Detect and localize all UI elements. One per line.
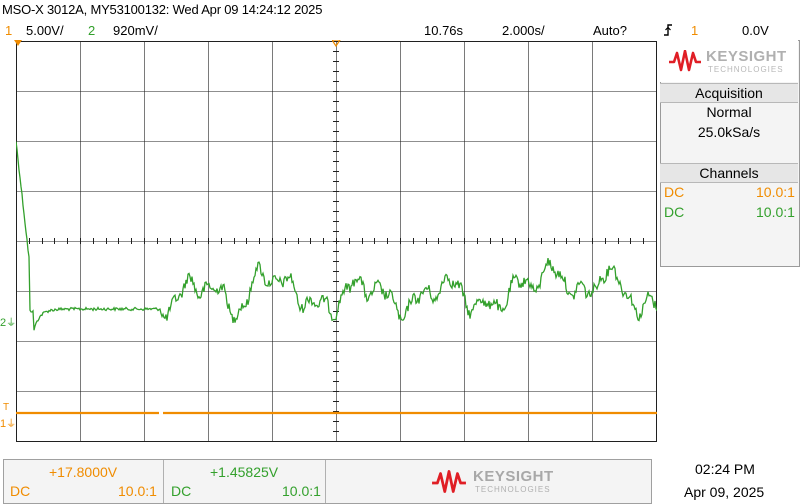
ch2-status-cell[interactable]: +1.45825V DC 10.0:1 [164, 460, 326, 503]
ch2-probe-side: 10.0:1 [756, 204, 795, 220]
keysight-wave-icon [669, 50, 701, 72]
trigger-mode[interactable]: Auto? [593, 23, 627, 38]
trigger-level-marker[interactable]: T [3, 402, 10, 413]
sample-rate: 25.0kSa/s [697, 124, 761, 140]
ch1-status-cell[interactable]: +17.8000V DC 10.0:1 [4, 460, 164, 503]
bottom-brand-sub: TECHNOLOGIES [475, 485, 551, 494]
ch2-number: 2 [88, 23, 96, 38]
acquisition-header[interactable]: Acquisition [660, 83, 798, 103]
ch1-offset: +17.8000V [49, 464, 118, 480]
channels-header[interactable]: Channels [660, 163, 798, 183]
trigger-level[interactable]: 0.0V [742, 23, 769, 38]
acquisition-mode: Normal [706, 104, 752, 120]
ch2-waveform [15, 141, 658, 331]
time-scale[interactable]: 2.000s/ [502, 23, 545, 38]
trigger-channel: 1 [691, 23, 699, 38]
instrument-title: MSO-X 3012A, MY53100132: Wed Apr 09 14:2… [2, 2, 323, 17]
time-delay[interactable]: 10.76s [424, 23, 464, 38]
clock-date: Apr 09, 2025 [684, 484, 765, 500]
ch1-probe-side: 10.0:1 [756, 184, 795, 200]
ch2-coupling-side: DC [664, 204, 685, 220]
ch1-ground-label: 1 [0, 418, 7, 430]
ch1-scale[interactable]: 5.00V/ [26, 23, 64, 38]
ch2-ground-label: 2 [0, 317, 7, 329]
waveform-graticule [15, 41, 658, 442]
ch1-probe: 10.0:1 [118, 483, 157, 499]
ch1-coupling: DC [10, 483, 31, 499]
ch1-number: 1 [5, 23, 13, 38]
edge-trigger-icon [662, 23, 674, 40]
ch2-offset: +1.45825V [210, 464, 279, 480]
clock-time: 02:24 PM [695, 461, 755, 477]
ch2-probe: 10.0:1 [282, 483, 321, 499]
ch2-coupling: DC [171, 483, 192, 499]
brand-sub: TECHNOLOGIES [708, 65, 784, 74]
time-reference-marker[interactable] [332, 40, 342, 48]
waveform-display[interactable] [15, 41, 658, 442]
keysight-logo: KEYSIGHT TECHNOLOGIES [660, 40, 798, 82]
trigger-position-marker[interactable] [14, 40, 24, 48]
channel-status-bar: +17.8000V DC 10.0:1 +1.45825V DC 10.0:1 … [3, 459, 652, 504]
brand-name: KEYSIGHT [706, 48, 787, 65]
ch2-scale[interactable]: 920mV/ [113, 23, 158, 38]
ch1-coupling-side: DC [664, 184, 685, 200]
ch2-ground-marker[interactable]: 2⏚ [0, 317, 17, 329]
keysight-bottom-wave-icon [432, 470, 466, 493]
keysight-bottom-logo: KEYSIGHT TECHNOLOGIES [431, 467, 561, 497]
bottom-brand-name: KEYSIGHT [473, 468, 554, 485]
ch1-ground-marker[interactable]: 1⏚ [0, 418, 17, 430]
